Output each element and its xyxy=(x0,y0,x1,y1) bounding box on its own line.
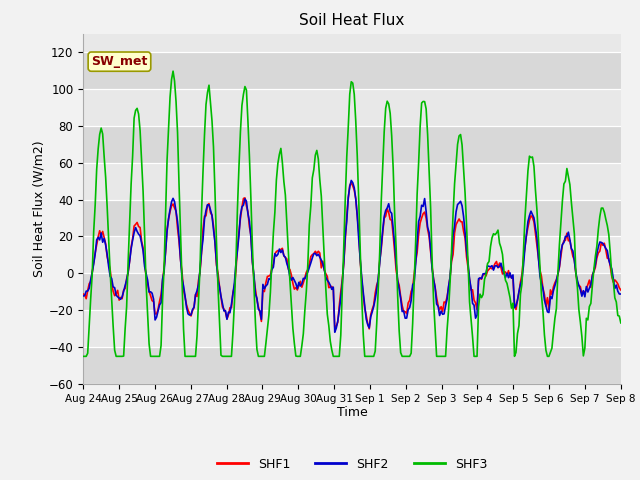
SHF3 xyxy=(268,258,276,264)
SHF1 xyxy=(348,180,355,186)
Bar xyxy=(83,347,621,384)
Line: SHF1: SHF1 xyxy=(83,183,621,329)
SHF2 xyxy=(239,202,247,208)
SHF1 xyxy=(617,287,625,293)
Bar xyxy=(83,237,621,273)
SHF3 xyxy=(169,68,177,74)
Bar xyxy=(83,200,621,237)
SHF2 xyxy=(266,276,274,282)
SHF2 xyxy=(79,293,87,299)
SHF2 xyxy=(348,178,355,183)
SHF3 xyxy=(589,283,596,288)
SHF1 xyxy=(266,272,274,278)
Text: SW_met: SW_met xyxy=(92,55,148,68)
SHF3 xyxy=(145,341,153,347)
SHF2 xyxy=(257,316,265,322)
SHF3 xyxy=(617,320,625,326)
SHF1 xyxy=(79,291,87,297)
Bar xyxy=(83,163,621,200)
SHF1 xyxy=(365,326,373,332)
SHF1 xyxy=(257,319,265,324)
Line: SHF2: SHF2 xyxy=(83,180,621,332)
SHF3 xyxy=(241,84,249,89)
Y-axis label: Soil Heat Flux (W/m2): Soil Heat Flux (W/m2) xyxy=(33,141,46,277)
SHF2 xyxy=(145,289,153,295)
SHF2 xyxy=(590,268,598,274)
Legend: SHF1, SHF2, SHF3: SHF1, SHF2, SHF3 xyxy=(212,453,492,476)
Bar xyxy=(83,273,621,310)
SHF3 xyxy=(79,353,87,359)
SHF2 xyxy=(314,252,322,257)
Bar xyxy=(83,89,621,126)
SHF2 xyxy=(331,329,339,335)
SHF1 xyxy=(314,248,322,254)
SHF1 xyxy=(145,288,153,294)
SHF1 xyxy=(239,195,247,201)
Bar xyxy=(83,310,621,347)
Bar xyxy=(83,34,621,52)
X-axis label: Time: Time xyxy=(337,407,367,420)
SHF3 xyxy=(259,353,267,359)
Line: SHF3: SHF3 xyxy=(83,71,621,356)
Bar xyxy=(83,52,621,89)
SHF1 xyxy=(590,269,598,275)
Bar xyxy=(83,126,621,163)
SHF3 xyxy=(316,177,324,183)
Title: Soil Heat Flux: Soil Heat Flux xyxy=(300,13,404,28)
SHF2 xyxy=(617,291,625,297)
